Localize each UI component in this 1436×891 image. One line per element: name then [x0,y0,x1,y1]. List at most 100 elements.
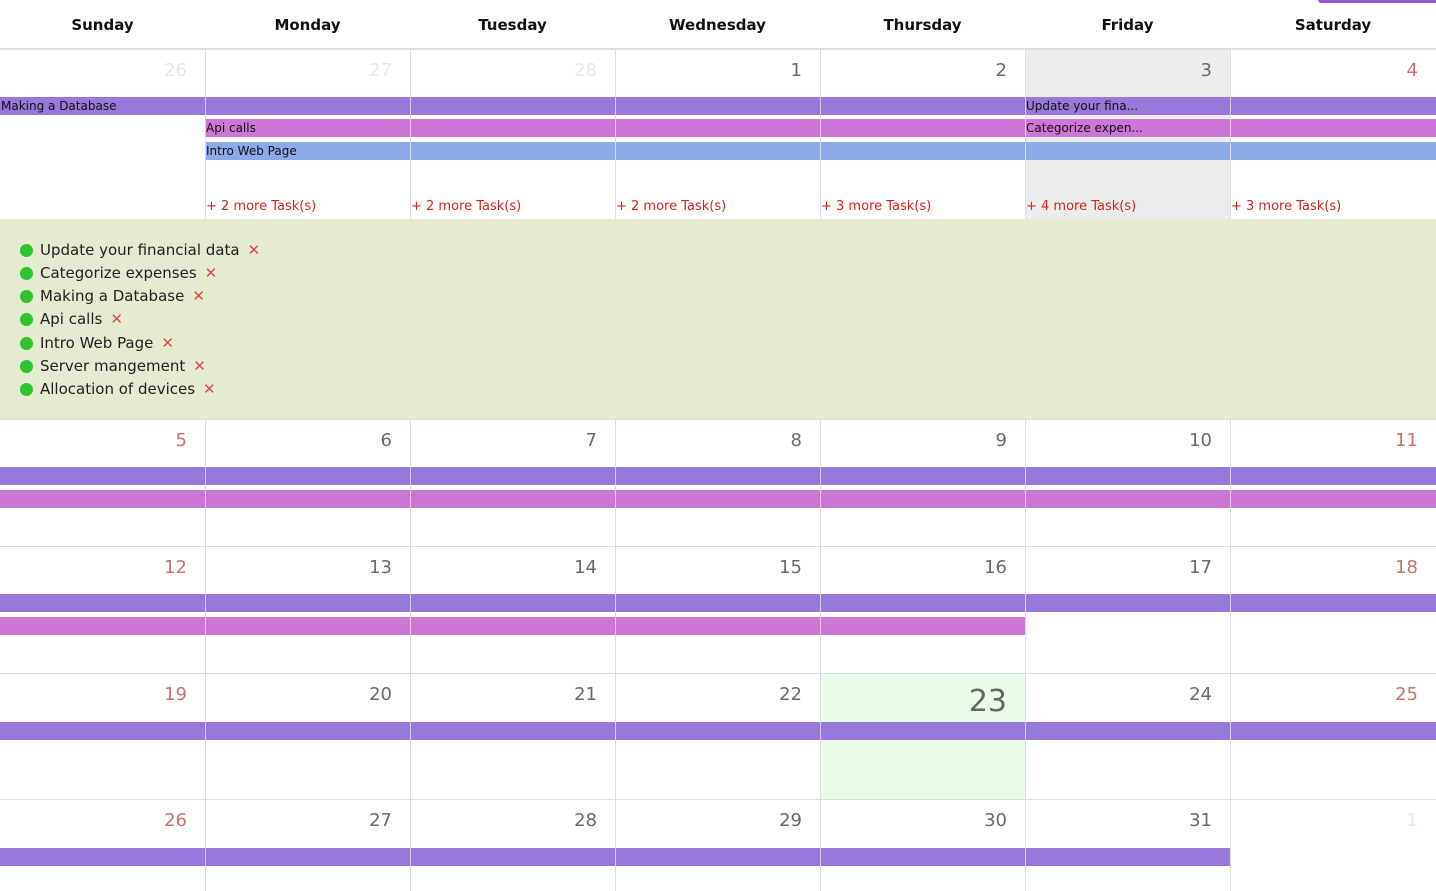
event-bar-api-calls[interactable] [820,119,1025,137]
event-bar-api-calls[interactable] [205,119,410,137]
remove-icon[interactable]: ✕ [203,380,216,398]
event-bar[interactable] [1025,722,1230,740]
event-bar[interactable] [410,722,615,740]
day-cell[interactable]: 26 [0,799,205,891]
day-cell[interactable]: 29 [615,799,820,891]
event-bar-making-database[interactable] [205,97,410,115]
event-bar[interactable] [1230,467,1436,485]
day-number: 26 [164,810,187,831]
task-item[interactable]: Intro Web Page ✕ [20,334,174,352]
event-bar[interactable] [615,467,820,485]
event-bar[interactable] [820,722,1025,740]
event-bar[interactable] [1025,594,1230,612]
event-bar[interactable] [1230,722,1436,740]
event-bar[interactable] [410,490,615,508]
event-bar-intro-web-page[interactable] [820,142,1025,160]
day-cell[interactable]: 31 [1025,799,1230,891]
more-tasks-link[interactable]: + 3 more Task(s) [821,199,932,214]
more-tasks-link[interactable]: + 2 more Task(s) [206,199,317,214]
event-bar[interactable] [615,594,820,612]
event-bar[interactable] [615,848,820,866]
event-bar[interactable] [0,594,205,612]
task-item[interactable]: Allocation of devices ✕ [20,380,216,398]
task-item[interactable]: Update your financial data ✕ [20,241,260,259]
event-bar[interactable] [205,722,410,740]
more-tasks-link[interactable]: + 2 more Task(s) [411,199,522,214]
task-name: Categorize expenses [40,264,197,282]
remove-icon[interactable]: ✕ [192,287,205,305]
day-cell[interactable]: 27 [205,799,410,891]
event-bar[interactable] [0,722,205,740]
event-bar[interactable] [1025,467,1230,485]
event-bar[interactable] [820,594,1025,612]
day-cell[interactable]: 12 [0,546,205,673]
event-bar[interactable] [615,490,820,508]
event-bar-making-database[interactable] [410,97,615,115]
remove-icon[interactable]: ✕ [247,241,261,259]
event-bar[interactable] [1230,490,1436,508]
event-bar-api-calls[interactable] [410,119,615,137]
event-bar[interactable] [410,617,615,635]
event-bar[interactable] [410,848,615,866]
event-bar[interactable] [410,594,615,612]
event-bar-making-database[interactable] [615,97,820,115]
day-cell[interactable]: 1 [1230,799,1436,891]
remove-icon[interactable]: ✕ [161,334,174,352]
event-bar-intro-web-page[interactable] [1230,142,1436,160]
event-bar-intro-web-page[interactable] [410,142,615,160]
event-bar[interactable] [205,490,410,508]
event-bar-intro-web-page[interactable] [615,142,820,160]
event-bar-api-calls[interactable] [615,119,820,137]
event-bar[interactable] [820,490,1025,508]
event-bar-update-financial[interactable] [1025,97,1230,115]
header-divider [0,48,1436,49]
day-cell[interactable]: 26 [0,49,205,219]
event-bar[interactable] [205,617,410,635]
event-bar[interactable] [0,848,205,866]
event-bar[interactable] [410,467,615,485]
event-bar[interactable] [615,617,820,635]
event-bar[interactable] [820,467,1025,485]
event-bar-update-financial[interactable] [1230,97,1436,115]
event-bar[interactable] [820,848,1025,866]
day-number: 16 [984,557,1007,578]
event-bar-categorize[interactable] [1230,119,1436,137]
task-item[interactable]: Making a Database ✕ [20,287,205,305]
day-cell[interactable]: 28 [410,799,615,891]
event-bar[interactable] [205,467,410,485]
event-label-making-database: Making a Database [1,99,117,113]
event-bar-making-database[interactable] [820,97,1025,115]
more-tasks-link[interactable]: + 4 more Task(s) [1026,199,1137,214]
event-bar[interactable] [0,617,205,635]
event-bar[interactable] [205,594,410,612]
remove-icon[interactable]: ✕ [193,357,206,375]
event-bar[interactable] [1025,848,1230,866]
day-number: 24 [1189,684,1212,705]
more-tasks-link[interactable]: + 3 more Task(s) [1231,199,1342,214]
day-cell[interactable]: 5 [0,419,205,546]
more-tasks-link[interactable]: + 2 more Task(s) [616,199,727,214]
event-bar[interactable] [1025,490,1230,508]
task-item[interactable]: Categorize expenses ✕ [20,264,217,282]
event-bar-making-database[interactable] [0,97,205,115]
event-bar-intro-web-page[interactable] [1025,142,1230,160]
event-bar[interactable] [615,722,820,740]
day-number: 27 [369,810,392,831]
event-bar-categorize[interactable] [1025,119,1230,137]
task-item[interactable]: Server mangement ✕ [20,357,206,375]
event-bar[interactable] [820,617,1025,635]
event-bar[interactable] [1230,594,1436,612]
event-bar-intro-web-page[interactable] [205,142,410,160]
event-bar[interactable] [0,490,205,508]
event-bar[interactable] [0,467,205,485]
day-number: 14 [574,557,597,578]
remove-icon[interactable]: ✕ [204,264,218,282]
weekday-header-wednesday: Wednesday [669,15,766,34]
day-cell[interactable]: 19 [0,673,205,799]
remove-icon[interactable]: ✕ [110,310,123,328]
day-cell[interactable]: 30 [820,799,1025,891]
day-number: 29 [779,810,802,831]
task-item[interactable]: Api calls ✕ [20,310,123,328]
event-bar[interactable] [205,848,410,866]
